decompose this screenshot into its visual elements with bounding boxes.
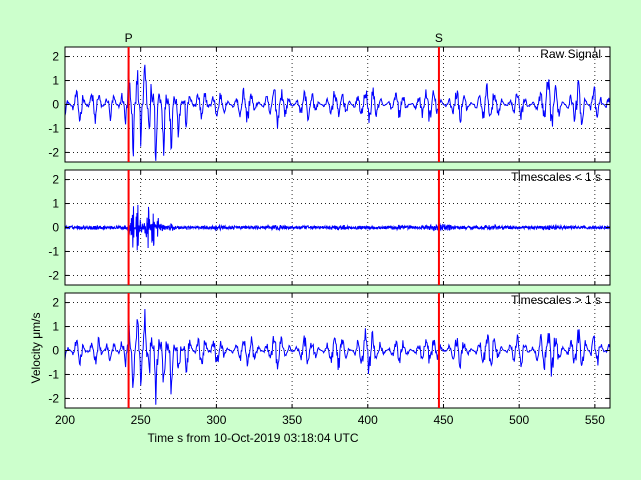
x-tick-label: 350	[282, 413, 302, 427]
phase-marker-label: S	[435, 31, 443, 45]
panel-2: -2 -1 0 1 2 Timescales < 1 s	[48, 169, 611, 286]
phase-marker-label: P	[125, 31, 133, 45]
x-axis-label: Time s from 10-Oct-2019 03:18:04 UTC	[148, 431, 359, 445]
y-tick-label: 2	[52, 50, 59, 64]
panel-1: -2 -1 0 1 2 Raw Signal	[48, 46, 611, 163]
panel-label: Timescales > 1 s	[511, 293, 601, 307]
y-axis-label: Velocity μm/s	[29, 313, 43, 384]
x-tick-label: 300	[206, 413, 226, 427]
y-tick-label: 1	[52, 197, 59, 211]
y-tick-label: 0	[52, 98, 59, 112]
x-tick-label: 200	[55, 413, 75, 427]
signal-trace	[64, 308, 611, 405]
signal-trace	[64, 62, 611, 161]
y-tick-label: -1	[48, 121, 59, 135]
y-tick-label: -1	[48, 367, 59, 381]
x-tick-label: 500	[509, 413, 529, 427]
signal-trace	[64, 204, 611, 251]
x-tick-label: 400	[358, 413, 378, 427]
y-tick-label: 1	[52, 320, 59, 334]
y-tick-label: -2	[48, 268, 59, 282]
panel-label: Timescales < 1 s	[511, 170, 601, 184]
y-tick-label: 0	[52, 344, 59, 358]
y-tick-label: 2	[52, 173, 59, 187]
y-tick-label: -2	[48, 391, 59, 405]
y-tick-label: 2	[52, 296, 59, 310]
panels-group: -2 -1 0 1 2 Raw Signal -2 -1 0 1 2 Timescales < 1 s…	[48, 46, 611, 409]
y-tick-label: 1	[52, 74, 59, 88]
panel-3: -2 -1 0 1 2 Timescales > 1 s	[48, 292, 611, 409]
x-tick-label: 550	[585, 413, 605, 427]
x-tick-labels: 200 250 300 350 400 450 500 550	[55, 413, 605, 427]
y-tick-label: -2	[48, 145, 59, 159]
panel-label: Raw Signal	[540, 47, 601, 61]
y-tick-label: 0	[52, 221, 59, 235]
y-tick-label: -1	[48, 244, 59, 258]
x-tick-label: 450	[433, 413, 453, 427]
x-tick-label: 250	[131, 413, 151, 427]
